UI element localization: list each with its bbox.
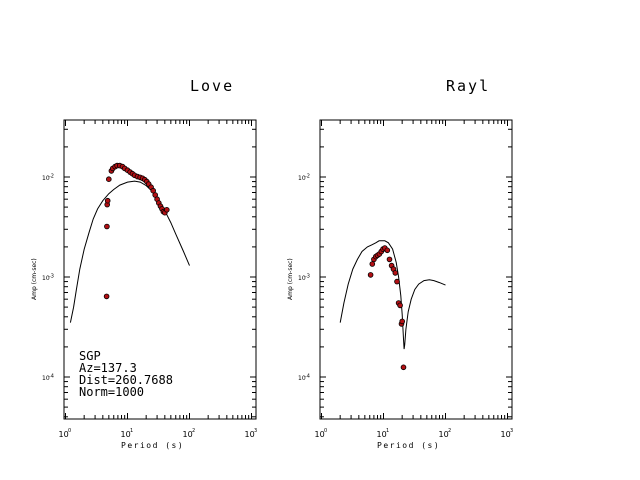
rayl-tick-marks: [320, 120, 512, 419]
love-x-tick-labels: 10 0 10 1 10 2 10 3: [59, 428, 258, 439]
norm-label: Norm=1000: [79, 385, 144, 399]
rayl-panel: Rayl 10 0 10 1 10 2 10 3 10-410-310-2 Period (s…: [287, 77, 513, 450]
y-tick-label-exponent: -4: [305, 374, 310, 380]
rayl-title: Rayl: [446, 77, 490, 95]
x-tick-label-exponent: 1: [130, 428, 133, 434]
observed-point: [400, 364, 407, 371]
station-label: SGP: [79, 349, 101, 363]
observed-point: [367, 272, 374, 278]
observed-point: [386, 256, 393, 263]
theoretical-curve: [69, 180, 190, 323]
x-tick-label-exponent: 3: [510, 428, 513, 434]
x-tick-label: 10: [59, 430, 69, 439]
observed-point: [384, 247, 391, 254]
love-plot-frame: [63, 119, 257, 420]
rayl-plot-area: [339, 240, 446, 371]
y-tick-label: 10: [298, 175, 306, 182]
observed-point: [392, 270, 399, 276]
y-tick-label: 10: [42, 375, 50, 382]
rayl-y-tick-labels: 10-410-310-2: [298, 174, 310, 383]
theoretical-curve: [339, 240, 446, 350]
x-tick-label-exponent: 2: [448, 428, 451, 434]
love-tick-marks: [64, 120, 256, 419]
x-tick-label: 10: [439, 430, 449, 439]
x-tick-label: 10: [245, 430, 255, 439]
observed-point: [397, 302, 403, 309]
love-panel: Love 10 0 10 1 10 2 10 3 10-410-310-2 Period (s…: [31, 77, 257, 450]
observed-point: [106, 176, 112, 183]
y-tick-label-exponent: -3: [305, 274, 310, 280]
y-tick-label: 10: [298, 275, 306, 282]
azimuth-label: Az=137.3: [79, 361, 137, 375]
observed-point: [104, 223, 110, 230]
x-tick-label: 10: [121, 430, 131, 439]
x-tick-label: 10: [501, 430, 511, 439]
rayl-x-tick-labels: 10 0 10 1 10 2 10 3: [315, 428, 514, 439]
observed-point: [103, 293, 110, 300]
observed-point: [164, 207, 170, 213]
y-tick-label: 10: [42, 175, 50, 182]
y-tick-label-exponent: -2: [49, 174, 54, 180]
x-tick-label: 10: [377, 430, 387, 439]
love-x-axis-label: Period (s): [121, 441, 184, 450]
y-tick-label: 10: [42, 275, 50, 282]
love-y-tick-labels: 10-410-310-2: [42, 174, 54, 383]
observed-point: [369, 261, 376, 267]
x-tick-label-exponent: 2: [192, 428, 195, 434]
y-tick-label-exponent: -2: [305, 174, 310, 180]
x-tick-label-exponent: 1: [386, 428, 389, 434]
observed-point: [104, 197, 111, 204]
love-annotations: SGP Az=137.3 Dist=260.7688 Norm=1000: [79, 349, 173, 399]
distance-label: Dist=260.7688: [79, 373, 173, 387]
rayl-y-axis-label: Amp (cm-sec): [287, 258, 294, 300]
observed-point: [399, 318, 406, 325]
plot-content: [339, 240, 446, 371]
y-tick-label-exponent: -3: [49, 274, 54, 280]
x-tick-label: 10: [315, 430, 325, 439]
x-tick-label-exponent: 0: [324, 428, 327, 434]
y-tick-label: 10: [298, 375, 306, 382]
observed-point: [394, 278, 400, 285]
x-tick-label-exponent: 3: [254, 428, 257, 434]
rayl-plot-frame: [319, 119, 513, 420]
love-plot-area: [69, 162, 190, 323]
x-tick-label-exponent: 0: [68, 428, 71, 434]
x-tick-label: 10: [183, 430, 193, 439]
love-title: Love: [190, 77, 234, 95]
rayl-x-axis-label: Period (s): [377, 441, 440, 450]
y-tick-label-exponent: -4: [49, 374, 54, 380]
love-y-axis-label: Amp (cm-sec): [31, 258, 38, 300]
plot-content: [69, 162, 190, 323]
